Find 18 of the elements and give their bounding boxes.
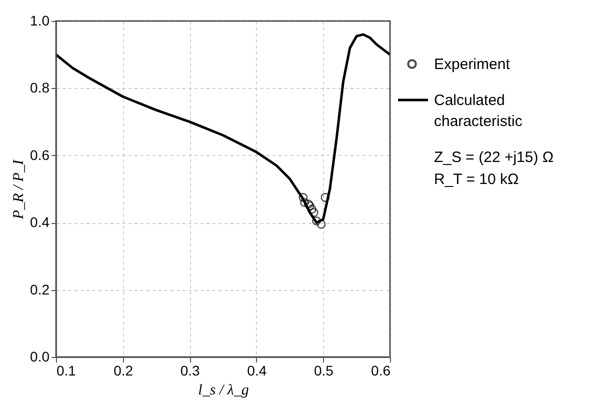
legend-label: Experiment [434, 56, 511, 73]
y-tick-label: 0.0 [30, 348, 50, 364]
y-axis-title: P_R / P_I [11, 158, 28, 220]
y-tick-label: 0.8 [30, 80, 50, 96]
y-tick-label: 0.4 [30, 214, 50, 230]
x-tick-label: 0.6 [371, 362, 391, 378]
text: Z_S = (22 +j15) Ω [434, 149, 554, 166]
x-tick-label: 0.2 [114, 362, 134, 378]
x-axis-title: l_s / λ_g [198, 382, 250, 398]
legend-label: Calculated characteristic [434, 92, 523, 130]
x-tick-label: 0.4 [247, 362, 267, 378]
x-tick-label: 0.3 [180, 362, 200, 378]
y-tick-label: 1.0 [30, 12, 50, 28]
x-tick-label: 0.5 [314, 362, 334, 378]
x-tick-label: 0.1 [56, 362, 76, 378]
y-tick-label: 0.2 [30, 281, 50, 298]
text: R_T = 10 kΩ [434, 171, 519, 188]
y-tick-label: 0.6 [30, 146, 50, 163]
